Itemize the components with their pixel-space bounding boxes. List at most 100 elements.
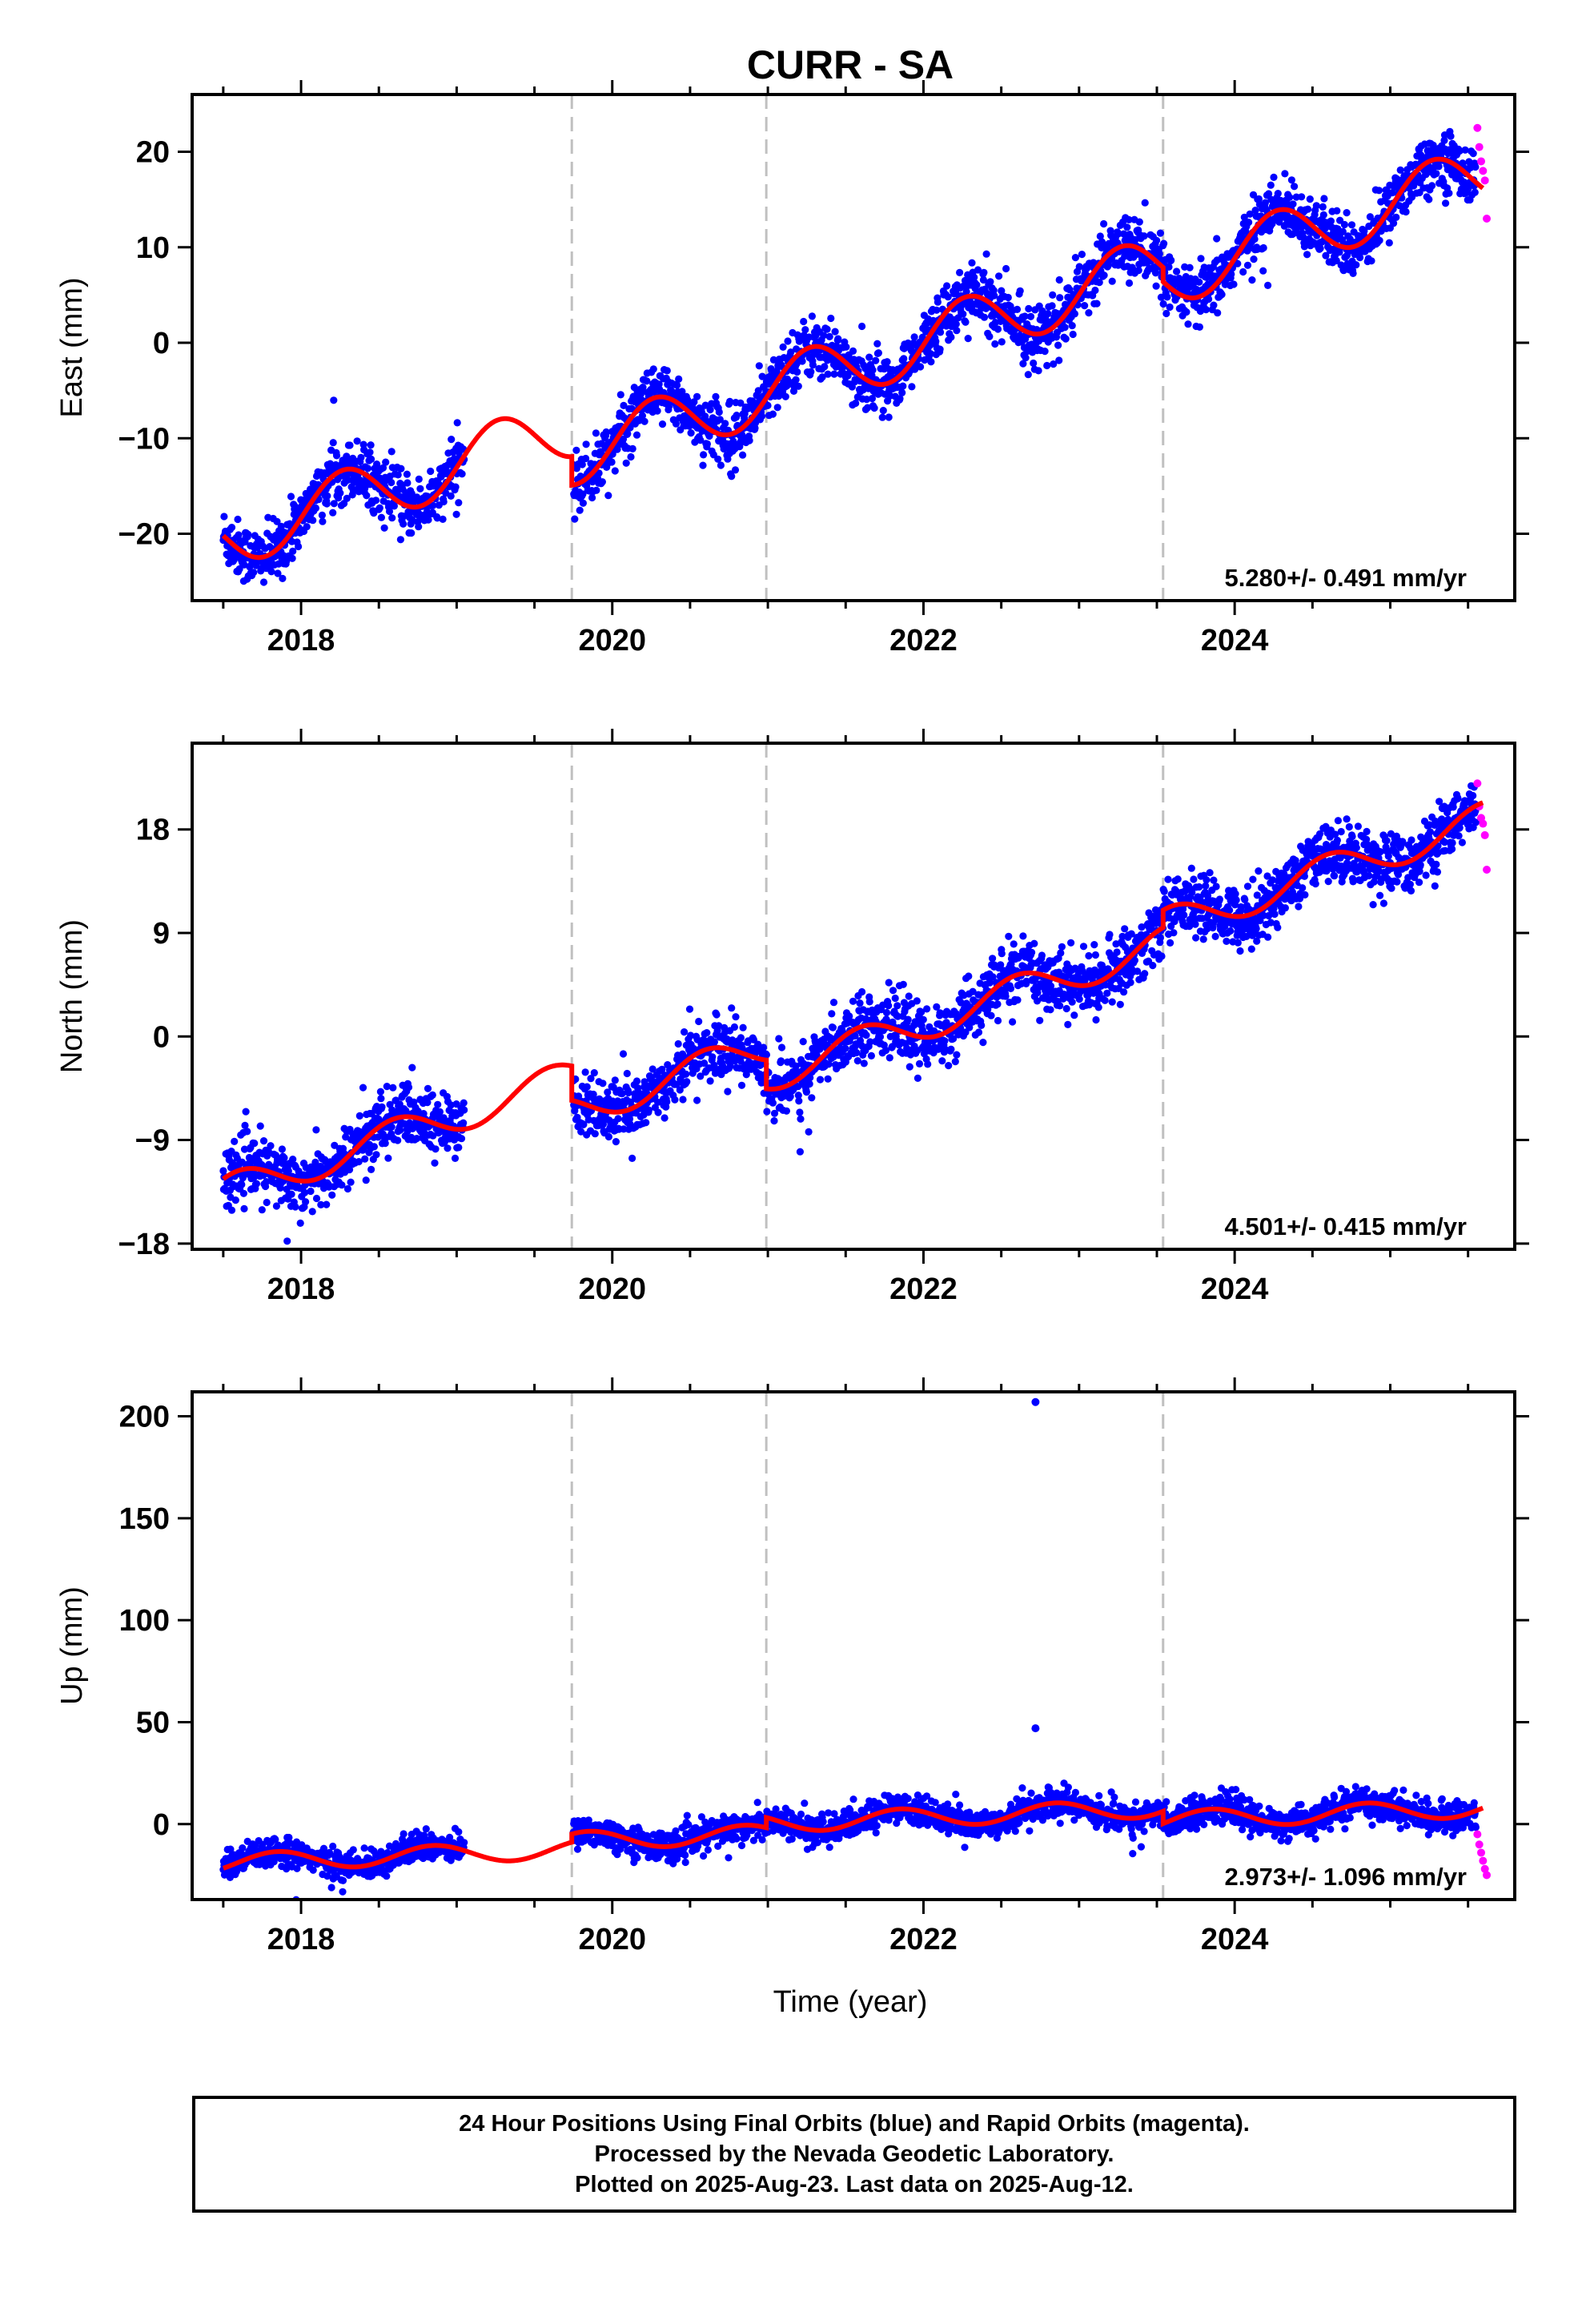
data-point bbox=[239, 1189, 247, 1197]
data-point bbox=[1038, 307, 1046, 315]
data-point bbox=[1253, 937, 1261, 945]
data-point bbox=[612, 1138, 620, 1146]
data-point bbox=[267, 568, 275, 576]
data-point bbox=[869, 366, 877, 374]
data-point bbox=[824, 1075, 832, 1083]
data-point bbox=[1202, 306, 1210, 314]
data-point bbox=[874, 349, 882, 357]
data-point bbox=[987, 1011, 995, 1019]
data-point bbox=[936, 345, 944, 353]
data-point bbox=[1461, 146, 1469, 154]
data-point bbox=[240, 1204, 248, 1212]
data-point bbox=[1211, 932, 1219, 940]
data-point bbox=[1442, 199, 1450, 207]
y-tick-label: 10 bbox=[136, 231, 170, 265]
data-point bbox=[883, 358, 891, 366]
data-point bbox=[433, 514, 441, 522]
data-point bbox=[278, 1145, 286, 1153]
data-point bbox=[710, 1061, 718, 1069]
data-point bbox=[1156, 934, 1164, 942]
data-point bbox=[994, 325, 1002, 333]
data-point bbox=[716, 416, 724, 424]
data-point bbox=[620, 1125, 628, 1133]
data-point bbox=[693, 392, 701, 400]
data-point bbox=[1050, 360, 1058, 368]
data-point bbox=[870, 404, 878, 412]
data-point bbox=[1212, 883, 1220, 891]
data-point bbox=[969, 987, 977, 995]
data-point bbox=[384, 1154, 392, 1162]
data-point bbox=[1190, 875, 1198, 883]
data-point bbox=[355, 1158, 363, 1166]
data-point bbox=[460, 1119, 468, 1127]
data-point bbox=[1134, 267, 1142, 275]
data-point bbox=[695, 1017, 703, 1026]
data-point bbox=[876, 1033, 885, 1041]
data-point bbox=[1009, 1018, 1017, 1026]
data-point bbox=[1343, 251, 1351, 259]
data-point bbox=[611, 1076, 619, 1084]
data-point bbox=[638, 412, 647, 420]
data-point bbox=[1274, 190, 1282, 198]
data-point bbox=[1126, 979, 1134, 987]
data-point bbox=[663, 1098, 671, 1106]
data-point bbox=[873, 340, 881, 348]
data-point bbox=[831, 328, 839, 336]
data-point bbox=[1091, 951, 1099, 959]
data-point bbox=[913, 1074, 921, 1082]
data-point bbox=[904, 1015, 912, 1023]
data-point bbox=[1149, 962, 1157, 970]
data-point bbox=[830, 370, 838, 378]
data-point bbox=[1471, 188, 1479, 196]
data-point bbox=[1243, 883, 1252, 891]
data-point bbox=[1056, 1002, 1064, 1010]
data-point bbox=[1227, 927, 1235, 935]
data-point bbox=[1251, 235, 1259, 243]
data-point bbox=[1085, 951, 1093, 960]
data-point bbox=[1247, 945, 1255, 953]
data-point bbox=[1005, 932, 1013, 940]
data-point bbox=[1425, 195, 1433, 203]
data-point bbox=[377, 1095, 385, 1103]
data-point bbox=[642, 1119, 650, 1127]
data-point bbox=[865, 998, 873, 1006]
data-point bbox=[416, 485, 424, 493]
data-point bbox=[1135, 218, 1143, 226]
data-point bbox=[436, 1108, 444, 1116]
data-point bbox=[1246, 210, 1254, 218]
data-point bbox=[427, 467, 435, 476]
data-point bbox=[769, 1099, 777, 1107]
data-point bbox=[396, 536, 404, 544]
data-point bbox=[706, 406, 714, 414]
data-point bbox=[1188, 888, 1196, 896]
model-fit-line bbox=[221, 156, 1485, 561]
data-point bbox=[899, 382, 907, 390]
data-point bbox=[625, 1115, 634, 1123]
data-point bbox=[658, 1065, 666, 1073]
data-point bbox=[397, 464, 405, 472]
data-point bbox=[1013, 305, 1022, 313]
data-point bbox=[654, 1108, 662, 1116]
data-point bbox=[379, 464, 387, 472]
data-point bbox=[1192, 934, 1200, 942]
data-point bbox=[403, 470, 411, 478]
data-point bbox=[866, 1038, 874, 1046]
data-point bbox=[1078, 251, 1086, 259]
data-point bbox=[447, 492, 455, 501]
data-point bbox=[728, 472, 736, 480]
y-tick-label: 0 bbox=[153, 327, 170, 360]
data-point bbox=[1096, 232, 1104, 240]
data-point bbox=[303, 523, 311, 531]
data-point bbox=[994, 1000, 1002, 1008]
data-point bbox=[429, 501, 437, 509]
data-point bbox=[758, 372, 766, 380]
data-point bbox=[1049, 291, 1057, 299]
data-point bbox=[961, 276, 970, 284]
data-point bbox=[394, 471, 402, 479]
data-point bbox=[872, 356, 880, 364]
data-point bbox=[885, 1054, 893, 1062]
data-point bbox=[816, 1076, 825, 1084]
data-point bbox=[231, 1196, 239, 1204]
data-point bbox=[424, 516, 432, 524]
data-point bbox=[338, 1181, 346, 1189]
